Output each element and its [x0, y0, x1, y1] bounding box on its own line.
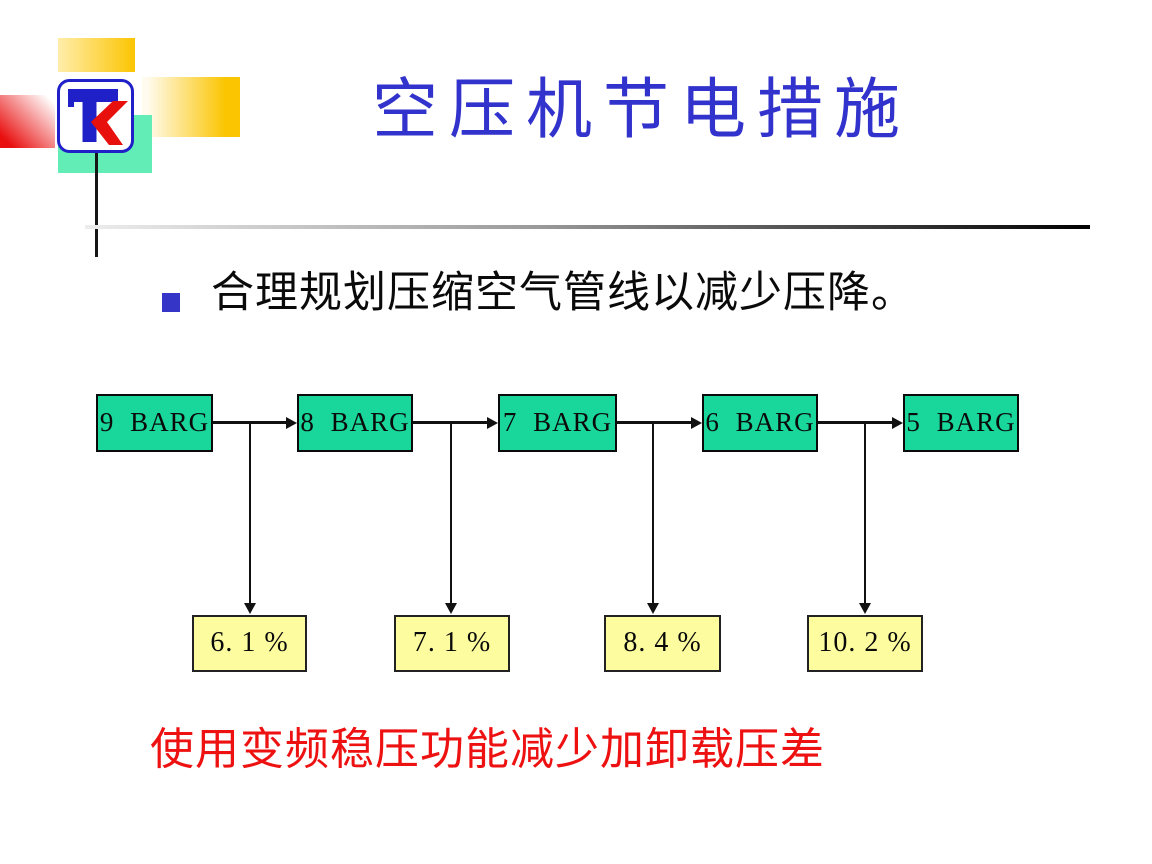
pressure-box-5barg: 5 BARG	[903, 394, 1019, 452]
connector-line	[450, 422, 452, 603]
pressure-box-9barg: 9 BARG	[96, 394, 213, 452]
arrow-down-icon	[244, 603, 256, 614]
arrow-right-icon	[487, 417, 498, 429]
connector-line	[617, 421, 693, 424]
arrow-down-icon	[647, 603, 659, 614]
pressure-box-7barg: 7 BARG	[498, 394, 617, 452]
bullet-square-icon	[162, 293, 180, 312]
connector-line	[213, 421, 289, 424]
arrow-right-icon	[892, 417, 903, 429]
arrow-down-icon	[445, 603, 457, 614]
arrow-right-icon	[691, 417, 702, 429]
arrow-down-icon	[859, 603, 871, 614]
connector-line	[864, 422, 866, 603]
connector-line	[652, 422, 654, 603]
logo-red-rect	[0, 95, 55, 148]
title-underline-rule	[85, 225, 1090, 229]
slide-title: 空压机节电措施	[372, 74, 911, 147]
logo-gold-rect-top	[58, 38, 135, 72]
tk-logo-icon	[57, 79, 134, 153]
loss-box-7-1: 7. 1 %	[394, 615, 510, 672]
arrow-right-icon	[286, 417, 297, 429]
note-text: 使用变频稳压功能减少加卸载压差	[150, 725, 825, 774]
logo-vertical-line	[95, 153, 98, 257]
connector-line	[818, 421, 894, 424]
loss-box-6-1: 6. 1 %	[192, 615, 307, 672]
connector-line	[249, 422, 251, 603]
logo-gold-rect-right	[142, 77, 240, 137]
loss-box-8-4: 8. 4 %	[604, 615, 721, 672]
pressure-box-6barg: 6 BARG	[702, 394, 818, 452]
loss-box-10-2: 10. 2 %	[807, 615, 923, 672]
bullet-text: 合理规划压缩空气管线以减少压降。	[211, 270, 915, 317]
pressure-box-8barg: 8 BARG	[297, 394, 413, 452]
